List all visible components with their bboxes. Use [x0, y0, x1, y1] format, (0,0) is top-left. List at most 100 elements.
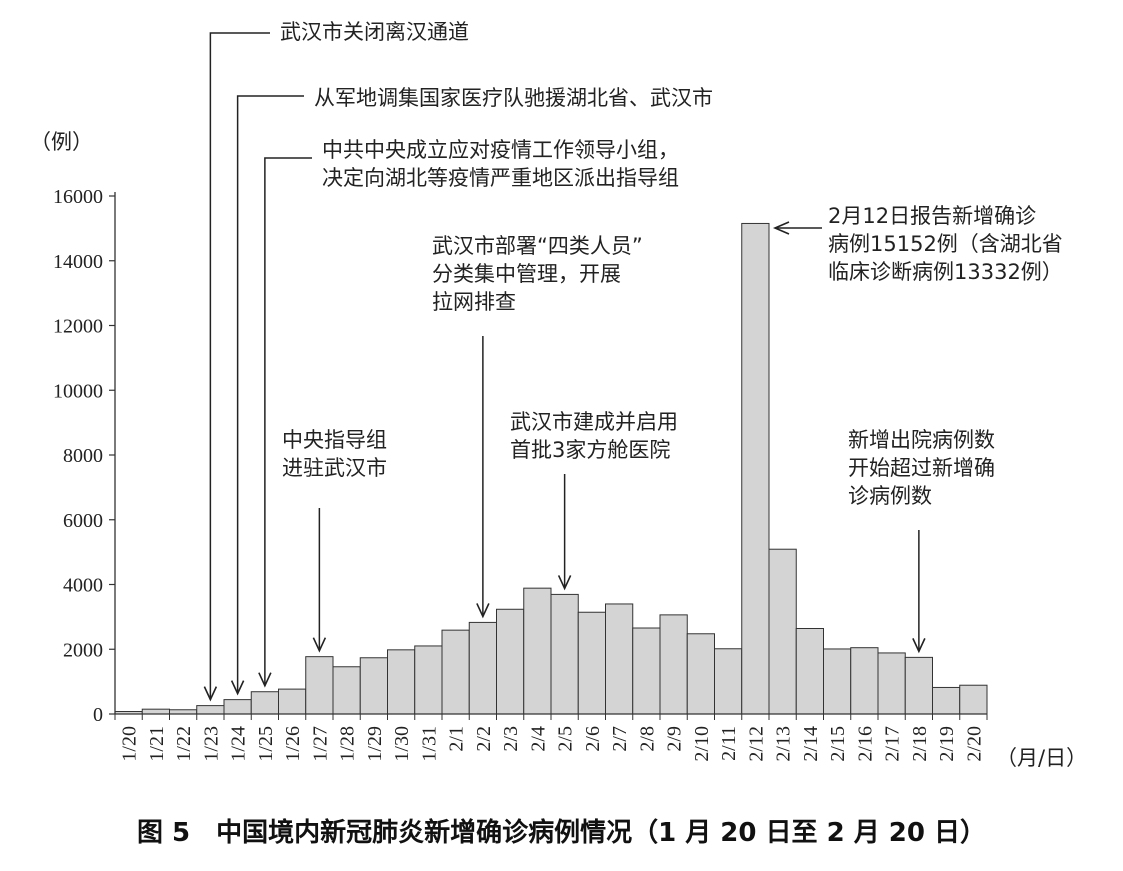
arrow-head — [258, 672, 272, 688]
annotation-line: 首批3家方舱医院 — [510, 438, 671, 462]
arrow-head — [476, 603, 490, 619]
annotation-line: 武汉市部署“四类人员” — [432, 234, 643, 258]
x-tick-label: 1/28 — [337, 726, 359, 762]
annotation-discharges-exceed: 新增出院病例数 开始超过新增确 诊病例数 — [848, 426, 995, 510]
x-tick-label: 2/15 — [827, 726, 849, 762]
annotation-medical-teams: 从军地调集国家医疗队驰援湖北省、武汉市 — [314, 84, 713, 112]
annotation-line: 临床诊断病例13332例） — [828, 260, 1063, 284]
figure-caption: 图 5 中国境内新冠肺炎新增确诊病例情况（1 月 20 日至 2 月 20 日） — [136, 818, 987, 848]
bar — [359, 657, 388, 715]
y-tick-label: 16000 — [53, 186, 103, 208]
annotation-connector — [209, 32, 270, 700]
bar — [823, 648, 852, 715]
y-tick-label: 6000 — [63, 510, 103, 532]
bar — [196, 705, 225, 715]
arrow-head — [557, 575, 572, 591]
bar — [523, 587, 552, 715]
annotation-line: 决定向湖北等疫情严重地区派出指导组 — [322, 166, 679, 190]
annotation-line: 拉网排查 — [432, 290, 516, 314]
bar — [605, 603, 634, 715]
x-tick-label: 1/31 — [418, 726, 440, 762]
arrow-head — [203, 686, 218, 702]
annotation-leading-group: 中共中央成立应对疫情工作领导小组， 决定向湖北等疫情严重地区派出指导组 — [322, 136, 679, 192]
x-tick-label: 2/1 — [446, 726, 468, 752]
x-tick-label: 1/30 — [391, 726, 413, 762]
annotation-line: 新增出院病例数 — [848, 428, 995, 452]
bar — [250, 691, 279, 715]
annotation-line: 武汉市建成并启用 — [510, 410, 678, 434]
bar — [850, 647, 879, 715]
bar — [768, 548, 797, 715]
annotation-connector — [236, 95, 304, 694]
y-tick-label: 8000 — [63, 445, 103, 467]
x-tick-label: 1/21 — [146, 726, 168, 762]
bar — [496, 608, 525, 715]
annotation-line: 中央指导组 — [282, 428, 387, 452]
y-tick-label: 0 — [93, 704, 103, 726]
bar — [223, 699, 252, 715]
bar — [278, 688, 307, 715]
annotation-line: 武汉市关闭离汉通道 — [280, 20, 469, 44]
annotation-line: 开始超过新增确 — [848, 456, 995, 480]
annotation-line: 2月12日报告新增确诊 — [828, 204, 1037, 228]
y-tick-label: 12000 — [53, 316, 103, 338]
x-tick-label: 1/29 — [364, 726, 386, 762]
x-axis-unit-label: （月/日） — [996, 746, 1088, 770]
annotation-central-group: 中央指导组 进驻武汉市 — [282, 426, 387, 482]
x-tick-label: 2/2 — [473, 726, 495, 752]
x-tick-label: 2/6 — [582, 726, 604, 752]
bar — [332, 666, 361, 715]
bar — [414, 645, 443, 715]
bar — [741, 222, 770, 715]
y-tick-label: 2000 — [63, 639, 103, 661]
bar — [550, 593, 579, 715]
x-tick-label: 2/10 — [691, 726, 713, 762]
bar — [932, 686, 961, 715]
bar — [877, 652, 906, 715]
annotation-line: 中共中央成立应对疫情工作领导小组， — [322, 138, 679, 162]
bar — [959, 684, 988, 715]
x-tick-label: 1/26 — [282, 726, 304, 762]
x-tick-label: 1/24 — [228, 726, 250, 762]
annotation-four-categories: 武汉市部署“四类人员” 分类集中管理，开展 拉网排查 — [432, 232, 643, 316]
x-tick-label: 2/19 — [936, 726, 958, 762]
x-tick-label: 2/5 — [555, 726, 577, 752]
arrow-head — [912, 638, 926, 654]
bar — [305, 656, 334, 715]
x-tick-label: 2/8 — [636, 726, 658, 752]
y-tick-label: 14000 — [53, 251, 103, 273]
x-tick-label: 1/23 — [200, 726, 222, 762]
x-tick-label: 1/20 — [119, 726, 141, 762]
annotation-line: 进驻武汉市 — [282, 456, 387, 480]
annotation-line: 诊病例数 — [848, 484, 932, 508]
bar — [659, 614, 688, 715]
annotation-line: 从军地调集国家医疗队驰援湖北省、武汉市 — [314, 86, 713, 110]
bar — [577, 611, 606, 715]
x-tick-label: 2/4 — [527, 726, 549, 752]
bar — [141, 708, 170, 715]
bar — [714, 648, 743, 715]
bar — [441, 629, 470, 715]
x-tick-label: 1/22 — [173, 726, 195, 762]
annotation-line: 分类集中管理，开展 — [432, 262, 621, 286]
x-tick-label: 1/27 — [309, 726, 331, 762]
x-tick-label: 2/18 — [909, 726, 931, 762]
bar — [686, 633, 715, 715]
x-tick-label: 2/20 — [963, 726, 985, 762]
arrow-head — [312, 637, 327, 653]
annotation-line: 病例15152例（含湖北省 — [828, 232, 1063, 256]
bar — [468, 621, 497, 715]
bar — [904, 656, 933, 715]
x-tick-label: 2/11 — [718, 726, 740, 761]
bar — [387, 649, 416, 715]
bar — [795, 627, 824, 715]
x-tick-label: 2/16 — [854, 726, 876, 762]
y-tick-label: 10000 — [53, 380, 103, 402]
x-tick-label: 2/13 — [773, 726, 795, 762]
annotation-fangcang: 武汉市建成并启用 首批3家方舱医院 — [510, 408, 678, 464]
annotation-feb12-peak: 2月12日报告新增确诊 病例15152例（含湖北省 临床诊断病例13332例） — [828, 202, 1063, 286]
x-tick-label: 2/17 — [882, 726, 904, 762]
x-tick-label: 2/7 — [609, 726, 631, 752]
annotation-connector — [264, 157, 312, 686]
